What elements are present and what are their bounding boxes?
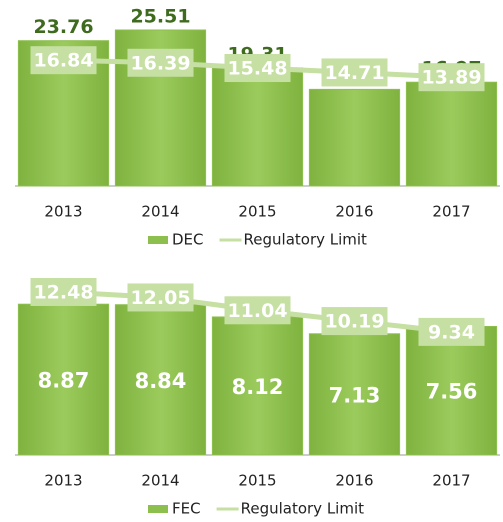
line-value-label: 13.89 [421,67,481,89]
bar [308,333,401,456]
x-tick-label: 2015 [238,472,276,490]
bar-value-label: 23.76 [33,16,93,38]
bar [211,316,304,456]
line-value-label: 9.34 [428,321,475,343]
line-label-box [30,277,97,306]
legend-label: DEC [172,231,204,249]
x-tick-label: 2015 [238,203,276,221]
x-tick-label: 2017 [432,472,470,490]
line-value-label: 12.48 [33,281,93,303]
x-tick-label: 2013 [44,203,82,221]
bar [114,304,207,456]
x-tick-label: 2013 [44,472,82,490]
line-value-label: 12.05 [130,287,190,309]
bar [211,67,304,187]
line-value-label: 15.48 [227,58,287,80]
x-tick-label: 2014 [141,203,179,221]
legend-label: Regulatory Limit [241,500,365,518]
line-value-label: 11.04 [227,300,287,322]
line-label-box [321,58,388,87]
line-label-box [127,48,194,77]
legend-swatch [148,505,168,513]
line-label-box [418,63,485,92]
bar-value-label: 8.87 [38,369,90,393]
bar-value-label: 8.12 [232,375,284,399]
bar-value-label: 25.51 [130,5,190,27]
bar-value-label: 8.84 [135,369,187,393]
bar [405,325,498,456]
line-value-label: 14.71 [324,62,384,84]
line-label-box [224,54,291,83]
line-label-box [321,307,388,336]
line-value-label: 16.84 [33,50,93,72]
bar-value-label: 7.13 [329,383,381,407]
bar [308,88,401,187]
x-tick-label: 2016 [335,472,373,490]
line-label-box [224,296,291,325]
x-tick-label: 2016 [335,203,373,221]
bar-value-label: 7.56 [426,380,478,404]
line-label-box [127,283,194,312]
x-tick-label: 2014 [141,472,179,490]
line-value-label: 10.19 [324,311,384,333]
line-value-label: 16.39 [130,52,190,74]
line-label-box [418,317,485,346]
x-tick-label: 2017 [432,203,470,221]
legend-label: Regulatory Limit [244,231,368,249]
legend-label: FEC [172,500,201,518]
bar [405,81,498,187]
line-label-box [30,46,97,75]
legend-swatch [148,236,168,244]
